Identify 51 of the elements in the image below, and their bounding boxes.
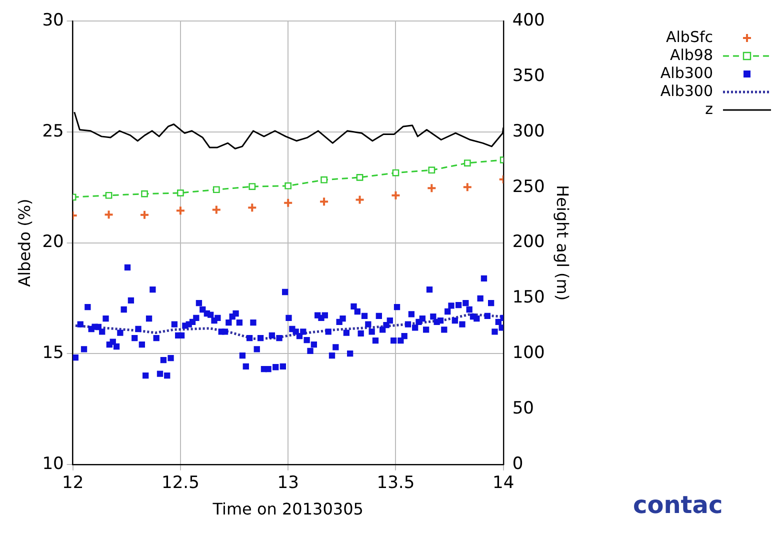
y-tick-label: 25	[42, 121, 64, 142]
x-tick-label: 14	[492, 473, 514, 494]
text: contac	[633, 491, 723, 519]
point	[212, 186, 220, 194]
legend-label: Alb98	[670, 46, 713, 64]
x-tick-label: 12	[62, 473, 84, 494]
point	[390, 190, 401, 200]
point	[104, 210, 114, 220]
point	[284, 182, 292, 190]
y2-tick-label: 400	[512, 10, 545, 31]
legend-label: AlbSfc	[666, 28, 713, 46]
x-tick-label: 13	[277, 473, 299, 494]
y2-tick-label: 300	[512, 121, 545, 142]
legend-label: Alb300	[660, 82, 713, 100]
point	[392, 169, 400, 176]
y2-tick-label: 250	[512, 176, 545, 197]
point	[428, 166, 436, 174]
point	[175, 206, 186, 216]
point	[464, 160, 471, 166]
y-tick-label: 30	[42, 10, 64, 31]
x-tick-label: 13.5	[376, 473, 415, 494]
y2-tick-label: 50	[512, 398, 534, 418]
y-tick-label: 20	[42, 232, 64, 252]
legend-label: Alb300	[660, 64, 713, 82]
x-axis-title: Time on 20130305	[212, 500, 364, 519]
point	[426, 183, 437, 194]
y2-axis-title: Height agl (m)	[553, 185, 572, 301]
point	[247, 202, 258, 213]
point	[141, 190, 148, 198]
point	[283, 198, 294, 208]
y-tick-label: 10	[42, 454, 64, 474]
legend-label: z	[705, 100, 714, 118]
y-axis-title: Albedo (%)	[14, 198, 34, 287]
point	[211, 204, 222, 215]
y2-tick-label: 150	[512, 288, 545, 308]
y2-tick-label: 100	[512, 343, 545, 364]
line-series	[74, 313, 504, 340]
point	[177, 190, 184, 196]
point	[354, 194, 365, 205]
x-tick-label: 12.5	[162, 473, 200, 494]
y2-tick-label: 350	[512, 66, 545, 86]
point	[320, 176, 328, 184]
point	[140, 210, 150, 220]
point	[105, 192, 112, 199]
point	[319, 196, 330, 207]
y2-tick-label: 0	[512, 454, 524, 474]
point	[356, 174, 364, 181]
y2-tick-label: 200	[512, 232, 545, 252]
y-tick-label: 15	[42, 343, 64, 364]
point	[248, 183, 256, 190]
point	[462, 182, 472, 192]
